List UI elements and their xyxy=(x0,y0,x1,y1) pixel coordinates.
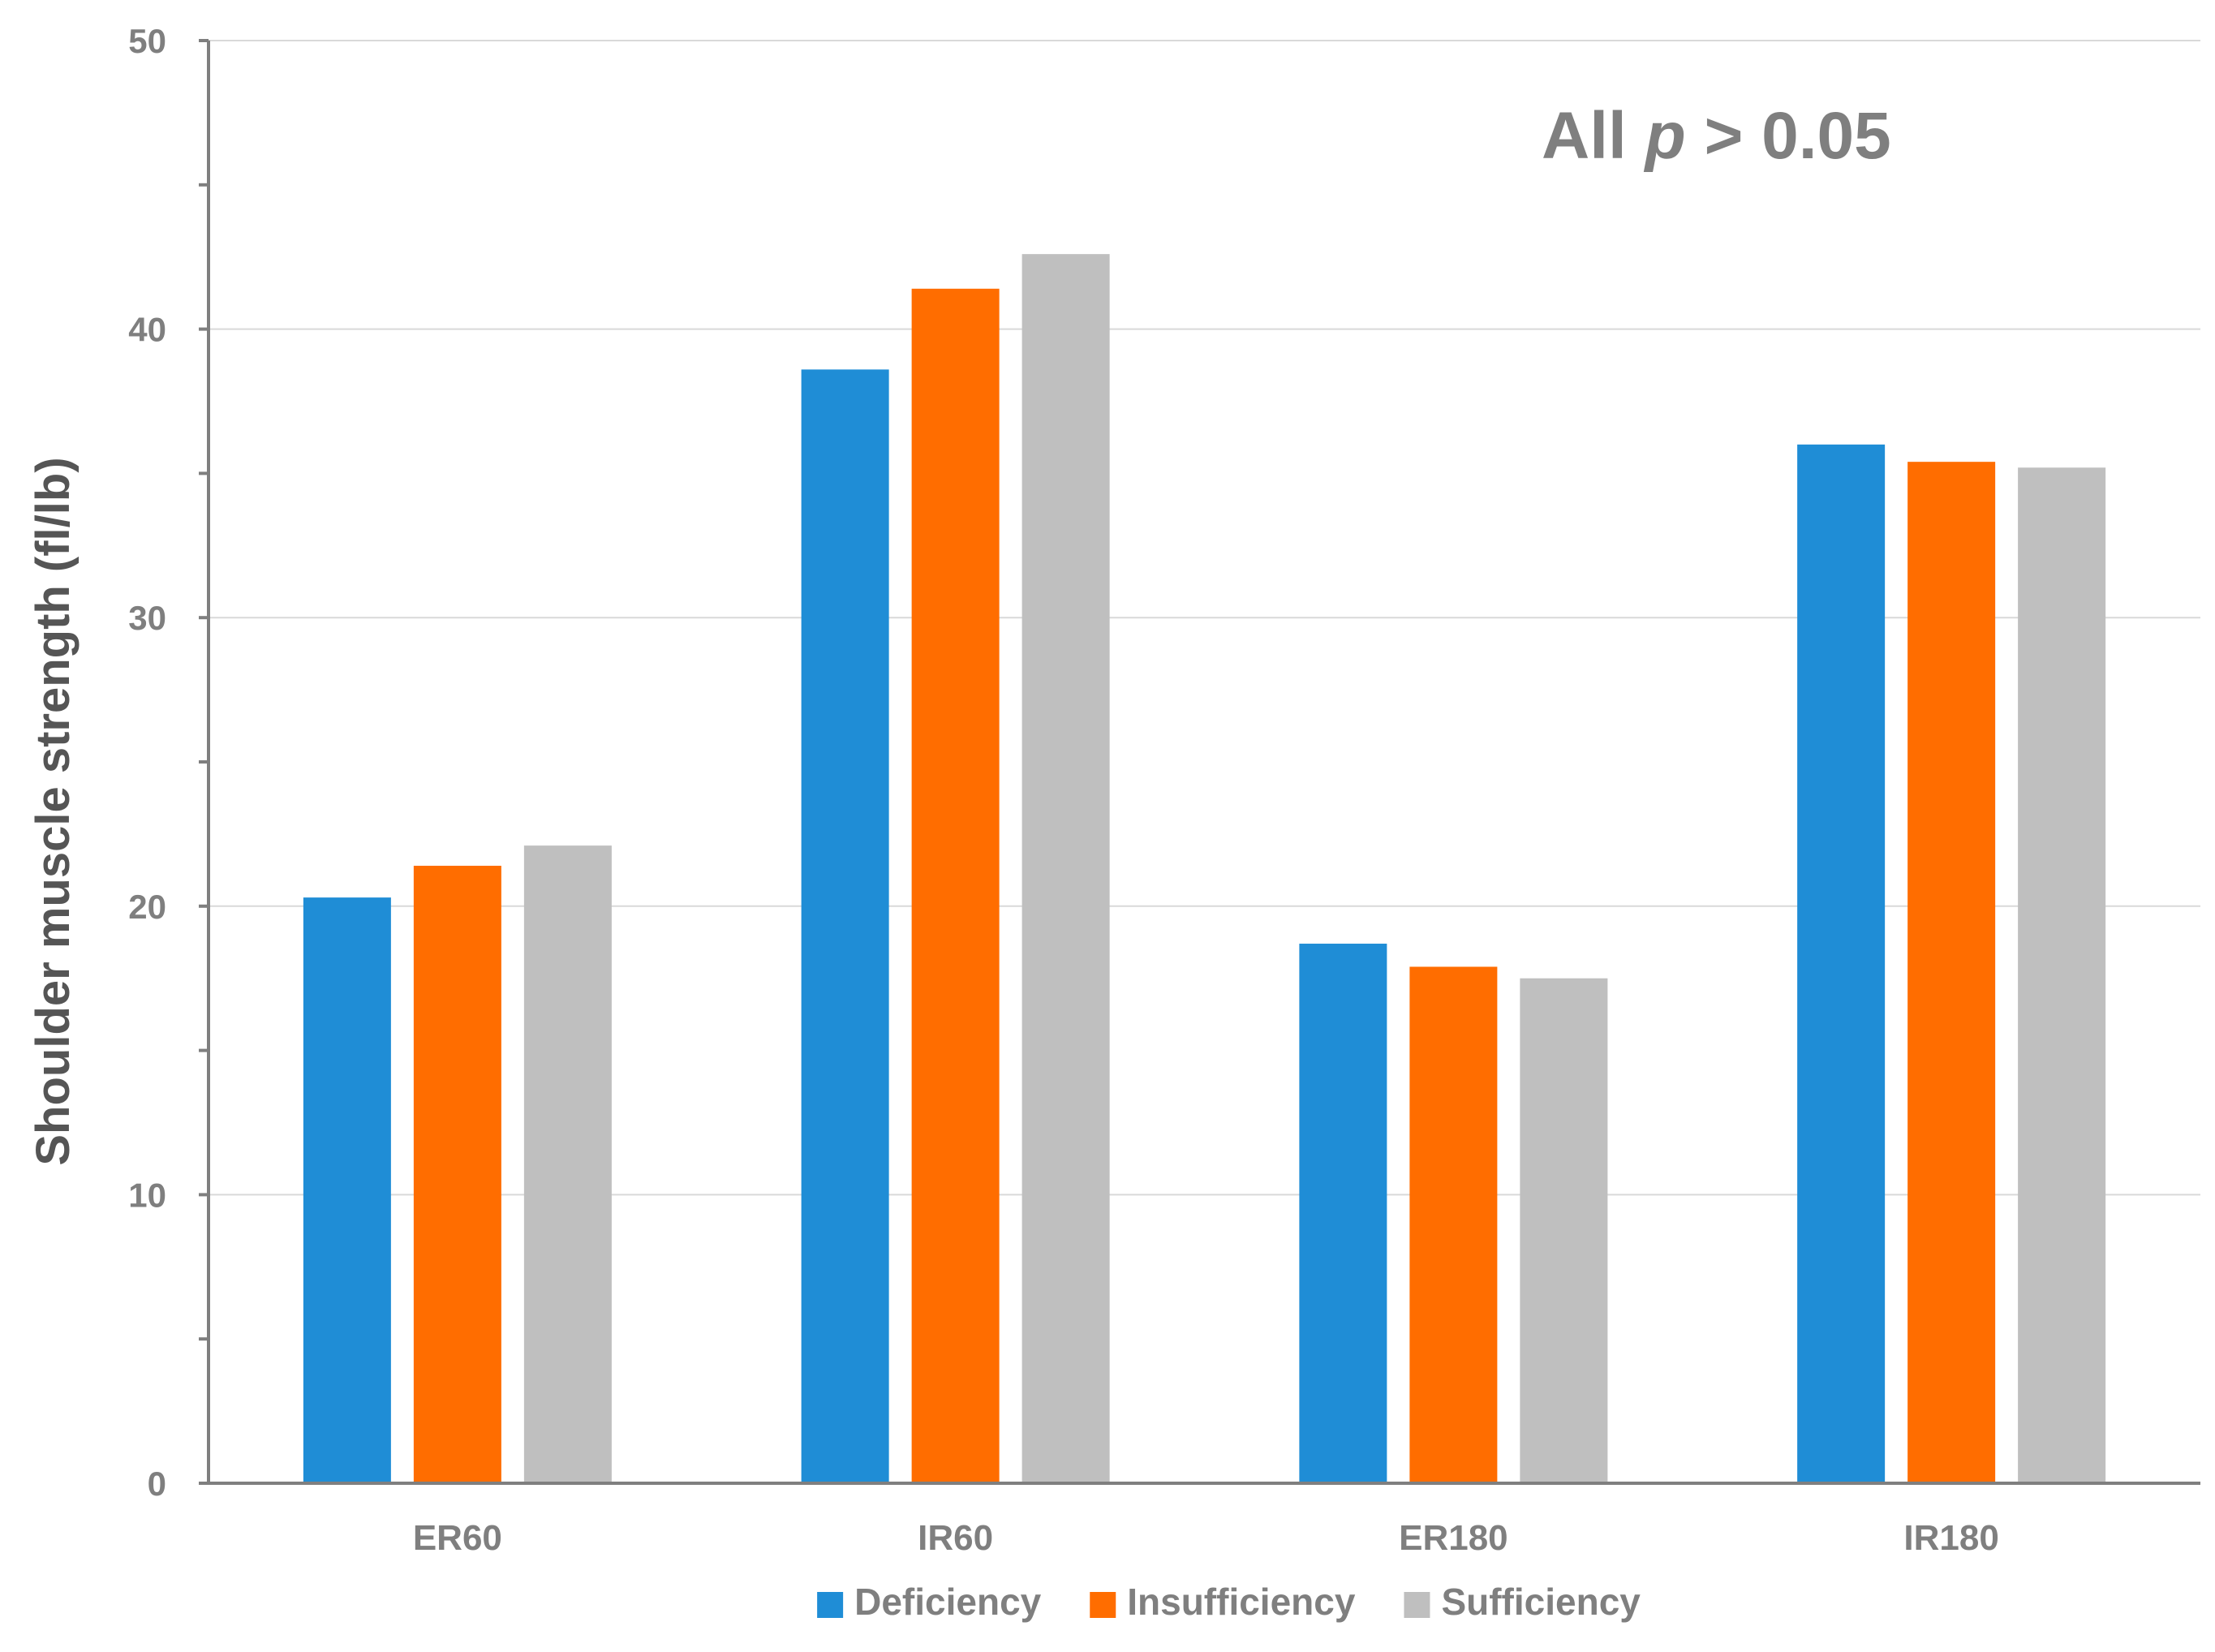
annotation-prefix: All xyxy=(1542,99,1645,173)
legend-swatch xyxy=(1404,1592,1430,1618)
bar-ir60-sufficiency xyxy=(1021,254,1110,1483)
x-tick-label: IR60 xyxy=(918,1518,993,1558)
x-tick-label: ER180 xyxy=(1399,1518,1508,1558)
bar-er60-deficiency xyxy=(303,897,391,1483)
y-tick-label: 30 xyxy=(128,599,166,637)
y-tick-label: 0 xyxy=(148,1465,166,1503)
legend: Deficiency Insufficiency Sufficiency xyxy=(817,1581,1641,1623)
significance-annotation: All p > 0.05 xyxy=(1542,99,1891,173)
x-tick-label: IR180 xyxy=(1903,1518,1998,1558)
legend-label: Insufficiency xyxy=(1127,1581,1356,1623)
x-tick-label: ER60 xyxy=(413,1518,502,1558)
annotation-suffix: > 0.05 xyxy=(1686,99,1891,173)
bar-er180-sufficiency xyxy=(1520,978,1608,1483)
y-tick-label: 50 xyxy=(128,22,166,60)
bar-ir180-deficiency xyxy=(1797,444,1886,1483)
gridlines xyxy=(209,40,2200,1196)
legend-label: Deficiency xyxy=(854,1581,1042,1623)
axes xyxy=(207,41,2200,1485)
y-tick-label: 40 xyxy=(128,311,166,349)
y-tick-label: 20 xyxy=(128,888,166,926)
y-ticks: 0 10 20 30 40 50 xyxy=(128,22,209,1503)
bar-ir60-deficiency xyxy=(801,369,889,1483)
bar-er180-deficiency xyxy=(1299,944,1387,1483)
bars xyxy=(303,254,2106,1483)
bar-ir60-insufficiency xyxy=(911,288,1000,1483)
legend-swatch xyxy=(1090,1592,1116,1618)
bar-er180-insufficiency xyxy=(1409,966,1498,1483)
legend-item-deficiency: Deficiency xyxy=(817,1581,1042,1623)
x-tick-labels: ER60 IR60 ER180 IR180 xyxy=(413,1518,1999,1558)
legend-swatch xyxy=(817,1592,844,1618)
bar-er60-insufficiency xyxy=(413,866,501,1483)
bar-ir180-insufficiency xyxy=(1907,462,1996,1483)
y-axis-label: Shoulder muscle strength (fl/lb) xyxy=(27,457,80,1165)
y-tick-label: 10 xyxy=(128,1176,166,1214)
legend-item-insufficiency: Insufficiency xyxy=(1090,1581,1356,1623)
bar-ir180-sufficiency xyxy=(2018,467,2106,1483)
legend-item-sufficiency: Sufficiency xyxy=(1404,1581,1641,1623)
bar-er60-sufficiency xyxy=(523,845,612,1483)
legend-label: Sufficiency xyxy=(1441,1581,1641,1623)
annotation-italic: p xyxy=(1644,99,1686,173)
